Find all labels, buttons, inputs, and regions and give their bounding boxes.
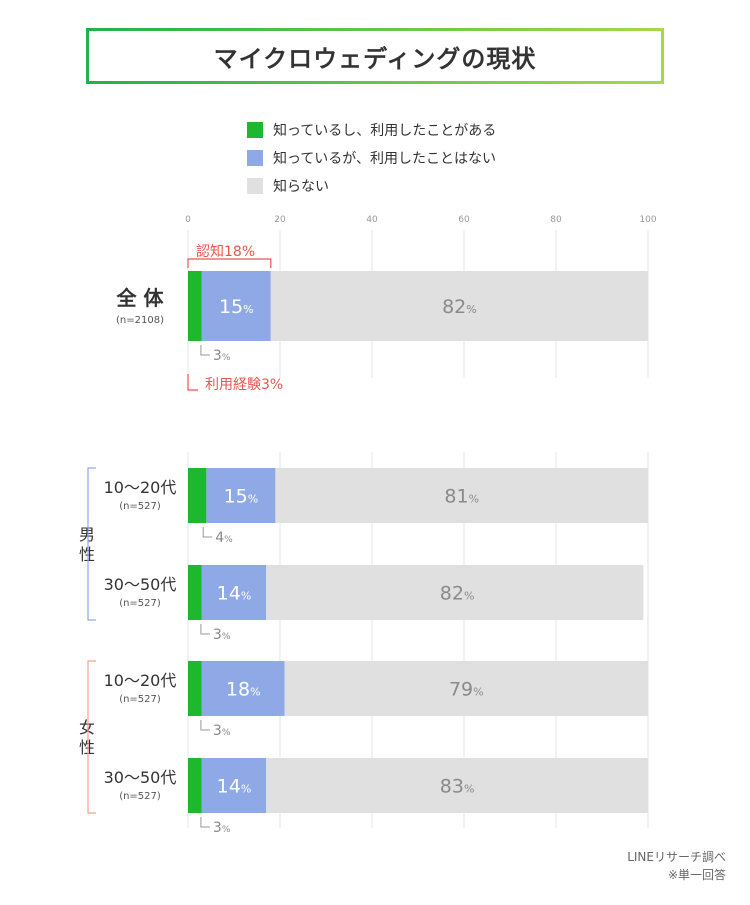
bar-segment — [188, 661, 202, 716]
legend-label-known: 知っているが、利用したことはない — [273, 151, 497, 167]
legend-swatch-known — [247, 150, 263, 166]
category-label: 10〜20代 — [104, 671, 177, 690]
bar-segment — [266, 758, 648, 813]
callout-line — [202, 527, 213, 538]
bar-segment — [270, 271, 648, 341]
footer: LINEリサーチ調べ ※単一回答 — [627, 848, 726, 884]
sample-size-label: (n=527) — [119, 791, 161, 802]
tick-label: 80 — [550, 215, 562, 225]
legend-swatch-unknown — [247, 178, 263, 194]
sample-size-label: (n=2108) — [116, 315, 164, 326]
legend-label-unknown: 知らない — [273, 179, 329, 195]
data-label: 81% — [444, 486, 479, 508]
data-label: 15% — [224, 486, 259, 508]
tick-label: 20 — [274, 215, 286, 225]
sample-size-label: (n=527) — [119, 694, 161, 705]
legend-label-used: 知っているし、利用したことがある — [273, 123, 497, 139]
callout-line — [200, 720, 210, 731]
data-label: 18% — [226, 679, 261, 701]
awareness-bracket — [187, 258, 272, 268]
data-label: 14% — [217, 583, 252, 605]
answer-note: ※単一回答 — [667, 868, 726, 882]
usage-bracket — [187, 374, 198, 391]
category-label: 30〜50代 — [104, 575, 177, 594]
legend-item-known: 知っているが、利用したことはない — [247, 144, 496, 172]
data-label: 79% — [449, 679, 484, 701]
usage-label: 利用経験3% — [205, 377, 283, 393]
tick-label: 60 — [458, 215, 470, 225]
data-label: 3% — [213, 820, 231, 836]
data-label: 3% — [213, 627, 231, 643]
callout-line — [200, 817, 210, 828]
legend-item-used: 知っているし、利用したことがある — [247, 116, 496, 144]
sample-size-label: (n=527) — [119, 501, 161, 512]
legend-swatch-used — [247, 122, 263, 138]
bar-segment — [275, 468, 648, 523]
sample-size-label: (n=527) — [119, 598, 161, 609]
tick-label: 100 — [639, 215, 656, 225]
tick-label: 0 — [185, 215, 191, 225]
bar-segment — [284, 661, 648, 716]
bar-segment — [201, 271, 271, 341]
awareness-label: 認知18% — [196, 243, 255, 260]
chart-title: マイクロウェディングの現状 — [213, 44, 537, 73]
legend-item-unknown: 知らない — [247, 172, 496, 200]
category-label: 30〜50代 — [104, 768, 177, 787]
callout-line — [200, 624, 210, 635]
group-female-label: 女 — [79, 718, 95, 737]
group-female-bracket — [87, 660, 96, 814]
data-label: 4% — [215, 530, 233, 546]
tick-label: 40 — [366, 215, 378, 225]
data-label: 83% — [440, 776, 475, 798]
bar-segment — [188, 271, 202, 341]
legend: 知っているし、利用したことがある 知っているが、利用したことはない 知らない — [247, 116, 496, 200]
data-label: 82% — [440, 583, 475, 605]
group-female-label: 性 — [79, 738, 95, 757]
bar-segment — [201, 565, 267, 620]
bar-segment — [201, 758, 267, 813]
bar-segment — [188, 468, 207, 523]
callout-line — [200, 345, 210, 356]
data-label: 3% — [213, 348, 231, 364]
data-label: 15% — [219, 296, 254, 318]
data-label: 82% — [442, 296, 477, 318]
bar-segment — [266, 565, 644, 620]
source-note: LINEリサーチ調べ — [627, 850, 726, 864]
data-label: 3% — [213, 723, 231, 739]
bar-segment — [188, 565, 202, 620]
bar-segment — [188, 758, 202, 813]
group-male-label: 性 — [79, 545, 95, 564]
data-label: 14% — [217, 776, 252, 798]
group-male-label: 男 — [79, 525, 95, 544]
group-male-bracket — [87, 467, 96, 621]
bar-segment — [201, 661, 285, 716]
title-box: マイクロウェディングの現状 — [86, 28, 664, 84]
bar-segment — [206, 468, 276, 523]
category-label: 10〜20代 — [104, 478, 177, 497]
category-label: 全 体 — [116, 286, 165, 310]
